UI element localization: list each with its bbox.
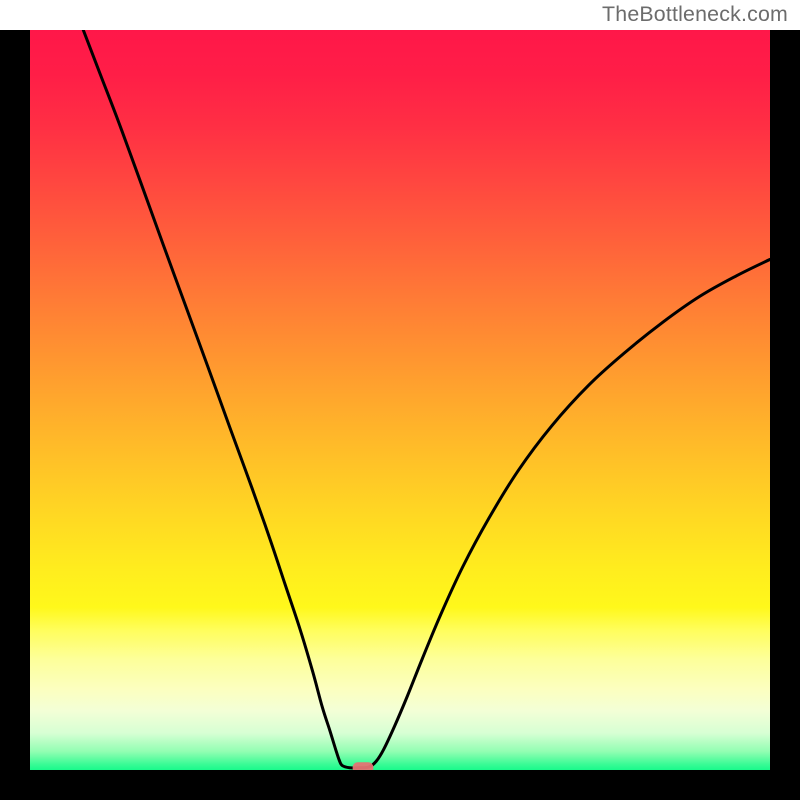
gradient-background xyxy=(30,30,770,770)
attribution-label: TheBottleneck.com xyxy=(602,2,788,27)
bottleneck-chart: TheBottleneck.com xyxy=(0,0,800,800)
chart-canvas xyxy=(0,0,800,800)
